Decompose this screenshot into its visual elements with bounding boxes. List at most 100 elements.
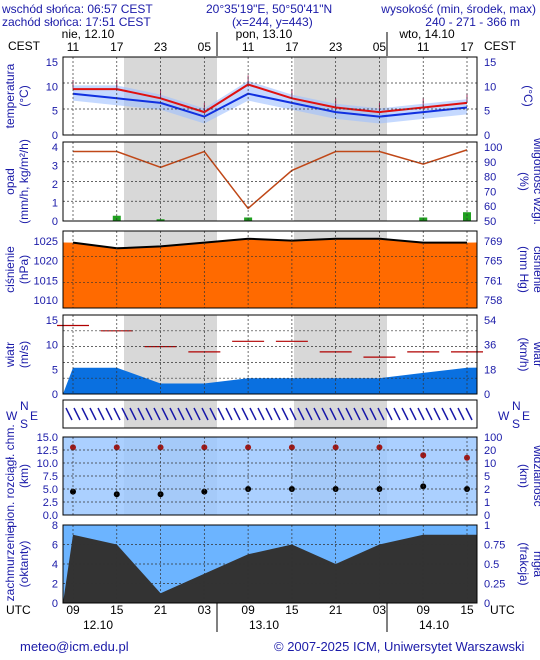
pressure-right-tick: 758: [484, 295, 502, 307]
cloud-left-label: zachmurzenie: [3, 526, 17, 601]
temp-frame: [62, 56, 478, 136]
precip-left-unit: (mm/h, kg/m²/h): [17, 139, 31, 224]
wind-direction-arrow: [201, 407, 209, 421]
winddir-right-w: W: [498, 409, 510, 423]
temp-left-unit: (°C): [17, 85, 31, 106]
wind-right-tick: 54: [484, 315, 496, 327]
wind-direction-arrow: [65, 407, 73, 421]
pressure-left-tick: 1025: [34, 236, 58, 248]
wind-direction-arrow: [393, 407, 401, 421]
wind-direction-arrow: [305, 407, 313, 421]
vis-right-tick: 1: [484, 497, 490, 509]
precip-left-tick: 1: [52, 198, 58, 210]
pressure-right-label: ciśnienie: [531, 246, 540, 293]
cloud-left-tick: 0: [52, 598, 58, 610]
wind-direction-arrow: [97, 407, 105, 421]
wind-direction-arrow: [129, 407, 137, 421]
bottom-date-label: 14.10: [419, 618, 449, 632]
cloud-cover-area: [63, 534, 477, 603]
bottom-hour-label: 15: [110, 603, 124, 617]
winddir-left-e: E: [30, 409, 38, 423]
wind-direction-arrow: [145, 407, 153, 421]
sunrise-text: wschód słońca: 06:57 CEST: [2, 2, 153, 16]
winddir-left-w: W: [6, 409, 18, 423]
top-hour-label: 05: [198, 40, 212, 54]
wind-direction-arrow: [169, 407, 177, 421]
wind-direction-arrow: [385, 407, 393, 421]
top-day-label: nie, 12.10: [62, 27, 115, 41]
pressure-line: [72, 237, 467, 250]
pressure-left-tick: 1010: [34, 295, 58, 307]
wind-direction-arrow: [81, 407, 89, 421]
footer-email[interactable]: meteo@icm.edu.pl: [20, 639, 129, 654]
vis-left-tick: 10.0: [37, 458, 58, 470]
vis-top-dot: [201, 444, 208, 451]
precip-right-unit: (%): [517, 172, 531, 191]
cloud-right-unit: (frakcja): [517, 542, 531, 585]
winddir-right-e: E: [522, 409, 530, 423]
wind-direction-arrow: [425, 407, 433, 421]
vis-left-unit: (km): [17, 464, 31, 488]
wind-direction-arrow: [433, 407, 441, 421]
pressure-right-tick: 761: [484, 275, 502, 287]
bottom-tz-right: UTC: [490, 603, 515, 617]
top-hour-label: 17: [460, 40, 474, 54]
vis-sky-fill: [63, 437, 477, 515]
winddir-night-shade: [124, 400, 217, 428]
bottom-date-label: 13.10: [249, 618, 279, 632]
pressure-area: [63, 238, 477, 308]
cloud-frame: [62, 524, 478, 604]
cloud-right-label: mgła: [531, 551, 540, 577]
wind-direction-arrow: [321, 407, 329, 421]
vis-base-dot: [70, 488, 76, 495]
wind-direction-arrow: [73, 407, 81, 421]
bottom-hour-label: 09: [66, 603, 80, 617]
precip-right-tick: 90: [484, 157, 496, 169]
wind-direction-arrow: [105, 407, 113, 421]
wind-frame: [62, 314, 478, 395]
precip-right-tick: 100: [484, 142, 502, 154]
vis-top-dot: [113, 444, 120, 451]
bottom-hour-label: 15: [285, 603, 299, 617]
winddir-left-s: S: [20, 417, 28, 431]
grid-position-text: (x=244, y=443): [232, 15, 313, 29]
wind-direction-arrow: [313, 407, 321, 421]
bottom-hour-label: 21: [329, 603, 343, 617]
wind-left-label: wiatr: [3, 342, 17, 368]
top-hour-label: 23: [329, 40, 343, 54]
temp-left-label: temperatura: [3, 63, 17, 128]
cloud-right-tick: 1: [484, 520, 490, 532]
pressure-right-unit: (mm Hg): [517, 246, 531, 293]
top-day-label: pon, 13.10: [236, 27, 293, 41]
temp-right-label: (°C): [521, 85, 535, 106]
wind-direction-arrow: [137, 407, 145, 421]
bottom-hour-label: 03: [373, 603, 387, 617]
wind-direction-arrow: [465, 407, 473, 421]
top-hour-label: 05: [373, 40, 387, 54]
wind-direction-arrow: [297, 407, 305, 421]
cloud-left-tick: 2: [52, 579, 58, 591]
precip-left-label: opad: [3, 168, 17, 195]
wind-direction-arrow: [185, 407, 193, 421]
pressure-right-tick: 765: [484, 256, 502, 268]
top-hour-label: 17: [285, 40, 299, 54]
vis-base-dot: [201, 488, 208, 495]
wind-direction-arrow: [233, 407, 241, 421]
vis-left-tick: 7.5: [43, 471, 58, 483]
top-hour-label: 11: [242, 40, 255, 54]
wind-right-tick: 36: [484, 340, 496, 352]
vis-left-tick: 2.5: [43, 497, 58, 509]
precip-bar: [463, 212, 471, 221]
wind-direction-arrow: [121, 407, 129, 421]
precip-right-tick: 60: [484, 201, 496, 213]
cloud-left-tick: 8: [52, 520, 58, 532]
vis-right-tick: 2: [484, 484, 490, 496]
temp-night-shade: [294, 57, 387, 135]
vis-right-tick: 10: [484, 458, 496, 470]
humidity-line: [73, 149, 468, 210]
precip-right-tick: 80: [484, 172, 496, 184]
bottom-tz-left: UTC: [6, 603, 31, 617]
top-hour-label: 17: [110, 40, 124, 54]
wind-direction-arrow: [289, 407, 297, 421]
height-values: 240 - 271 - 366 m: [425, 15, 520, 29]
